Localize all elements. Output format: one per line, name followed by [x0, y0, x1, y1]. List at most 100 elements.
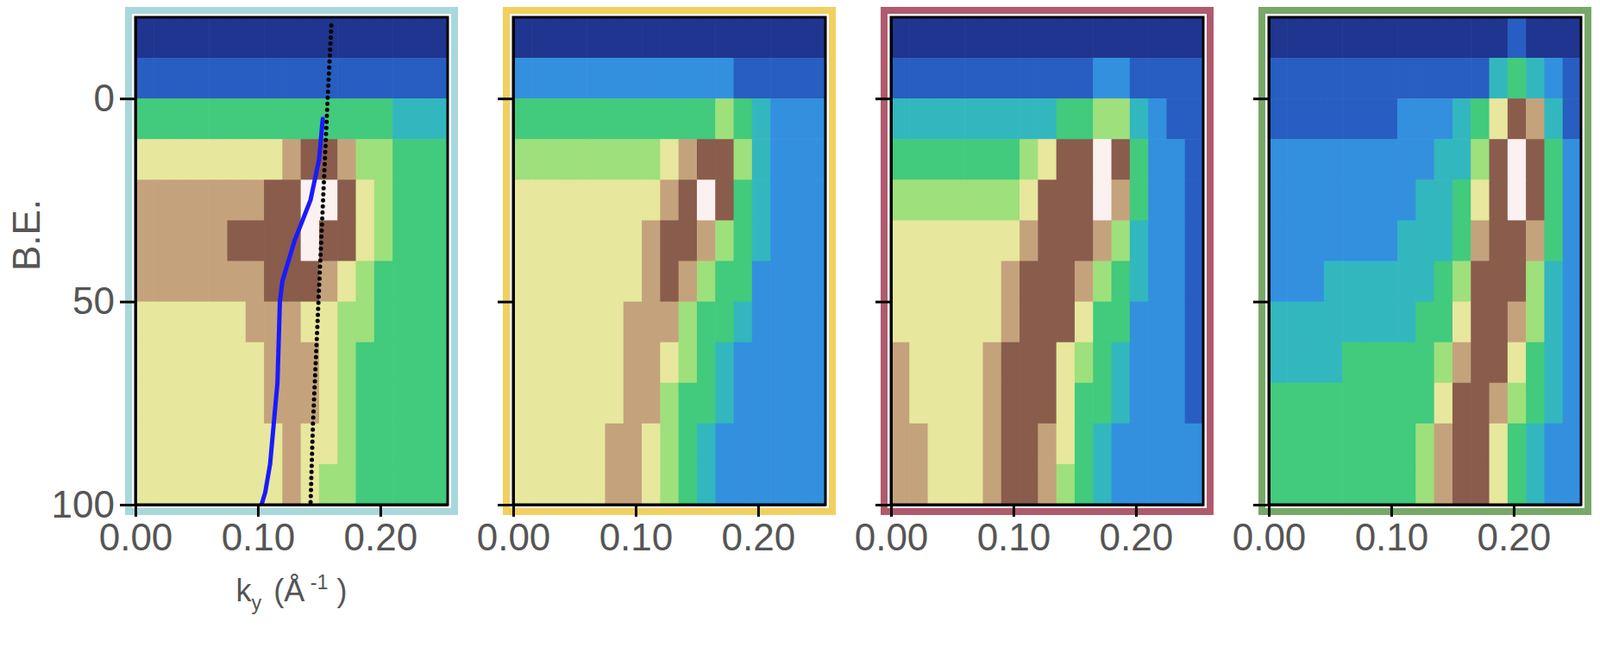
cell	[410, 17, 430, 59]
cell	[1286, 17, 1306, 59]
y-tick	[1253, 504, 1269, 506]
cell	[135, 138, 155, 181]
cell	[568, 464, 588, 505]
cell	[623, 57, 643, 100]
cell	[1397, 342, 1417, 384]
cell	[1268, 219, 1288, 262]
cell	[623, 464, 643, 505]
cell	[1543, 98, 1563, 140]
cell	[1342, 57, 1362, 100]
cell	[282, 301, 302, 344]
cell	[659, 423, 679, 465]
cell	[715, 464, 735, 505]
y-tick-mark	[497, 301, 514, 304]
cell	[1074, 382, 1094, 425]
cell	[946, 423, 966, 465]
cell	[135, 261, 155, 303]
cell	[1286, 423, 1306, 465]
cell	[319, 423, 339, 465]
x-tick-label: 0.20	[344, 515, 419, 559]
cell	[1452, 464, 1472, 505]
cell	[1074, 57, 1094, 100]
cell	[172, 464, 192, 505]
cell	[1470, 98, 1490, 140]
cell	[356, 57, 376, 100]
cell	[1379, 179, 1399, 221]
cell	[890, 342, 910, 384]
cell	[513, 138, 533, 181]
cell	[788, 98, 808, 140]
cell	[568, 138, 588, 181]
x-axis: 0.000.100.20	[854, 504, 1205, 559]
cell	[1037, 138, 1057, 181]
cell	[1305, 382, 1325, 425]
cell	[1470, 138, 1490, 181]
cell	[586, 342, 606, 384]
cell	[946, 382, 966, 425]
x-axis-line	[1269, 503, 1582, 507]
cell	[319, 301, 339, 344]
cell	[429, 57, 448, 100]
cell	[208, 382, 228, 425]
cell	[1286, 382, 1306, 425]
cell	[1434, 261, 1454, 303]
cell	[1434, 464, 1454, 505]
cell	[531, 98, 551, 140]
cell	[696, 464, 716, 505]
cell	[1019, 464, 1039, 505]
cell	[282, 17, 302, 59]
cell	[770, 138, 790, 181]
panel: 0.000.100.20	[476, 10, 833, 559]
cell	[410, 98, 430, 140]
y-tick-mark	[119, 503, 136, 507]
cell	[550, 301, 570, 344]
cell	[1056, 301, 1076, 344]
cell	[1129, 382, 1149, 425]
plot-area	[890, 17, 1204, 505]
cell	[1268, 179, 1288, 221]
cell	[715, 98, 735, 140]
cell	[1286, 342, 1306, 384]
cell	[586, 179, 606, 221]
cell	[1525, 342, 1545, 384]
cell	[1129, 464, 1149, 505]
x-title-unit: (Å	[264, 572, 305, 609]
cell	[531, 342, 551, 384]
cell	[890, 261, 910, 303]
cell	[1305, 138, 1325, 181]
cell	[982, 17, 1002, 59]
cell	[1397, 423, 1417, 465]
cell	[788, 17, 808, 59]
cell	[1525, 219, 1545, 262]
cell	[1360, 464, 1380, 505]
plot-frame	[513, 17, 826, 505]
cell	[172, 342, 192, 384]
cell	[678, 301, 698, 344]
cell	[890, 382, 910, 425]
cell	[1305, 57, 1325, 100]
cell	[1489, 219, 1509, 262]
cell	[1019, 17, 1039, 59]
cell	[1397, 301, 1417, 344]
cell	[356, 261, 376, 303]
cell	[909, 98, 929, 140]
cell	[770, 423, 790, 465]
cell	[513, 179, 533, 221]
cell	[337, 261, 357, 303]
cell	[770, 98, 790, 140]
y-tick-mark	[497, 503, 514, 507]
cell	[788, 423, 808, 465]
cell	[1562, 382, 1582, 425]
cell	[715, 301, 735, 344]
cell	[1434, 382, 1454, 425]
cell	[1092, 464, 1112, 505]
cell	[301, 219, 320, 262]
cell	[531, 138, 551, 181]
cell	[1415, 57, 1435, 100]
cell	[1074, 138, 1094, 181]
cell	[1092, 138, 1112, 181]
cell	[1019, 219, 1039, 262]
cell	[531, 57, 551, 100]
panel: 0.000.100.20050100	[51, 10, 455, 559]
cell	[770, 261, 790, 303]
